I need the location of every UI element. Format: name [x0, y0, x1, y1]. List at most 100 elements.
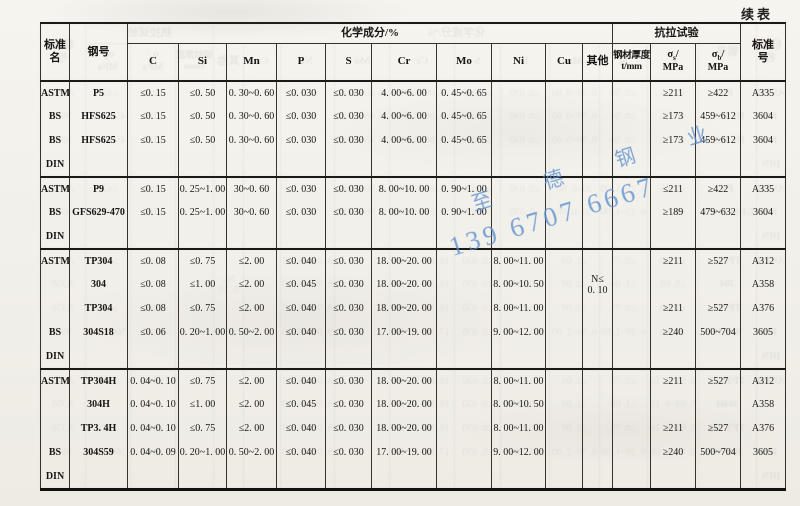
steel-standards-table: 标准 名钢号 化学成分/% 抗拉试验 标准 号 C Si Mn P S Cr Mo Ni Cu 其他 钢材厚…: [40, 22, 786, 491]
table-cell: [612, 176, 651, 201]
table-row: ASTM P5 ≤0. 15 ≤0. 50 0. 30~0. 60 ≤0. 030 ≤0. …: [40, 80, 786, 105]
header-element: S: [325, 42, 372, 82]
table-cell: 18. 00~20. 00: [371, 297, 437, 321]
table-cell: [371, 225, 437, 249]
header-element: 其他: [582, 42, 613, 82]
continued-table-label: 续表: [741, 7, 774, 22]
table-cell: 479~632: [695, 201, 741, 225]
cell-standard-org: ASTM: [40, 176, 70, 201]
table-cell: [127, 465, 179, 489]
header-standard-number: 标准 号: [740, 22, 786, 82]
table-cell: ≤211: [650, 176, 696, 201]
table-cell: [612, 417, 651, 441]
table-cell: [545, 368, 583, 393]
cell-steel-grade: TP304H: [69, 368, 128, 393]
table-cell: 17. 00~19. 00: [371, 321, 437, 345]
table-cell: [436, 273, 492, 297]
table-cell: [545, 153, 583, 177]
cell-standard-org: ASTM: [40, 368, 70, 393]
table-cell: 0. 50~2. 00: [226, 321, 277, 345]
table-row: ASTM TP304H 0. 04~0. 10 ≤0. 75 ≤2. 00 ≤0. 040…: [40, 368, 786, 393]
header-chemical-composition: 化学成分/%: [127, 22, 613, 44]
table-cell: [612, 273, 651, 297]
table-cell: ≥527: [695, 417, 741, 441]
header-tensile-test: 抗拉试验: [612, 22, 741, 44]
table-cell: [545, 465, 583, 489]
table-cell: ≤0. 030: [325, 176, 372, 201]
cell-standard-org: [40, 297, 70, 321]
table-cell: [695, 225, 741, 249]
table-cell: ≥240: [650, 441, 696, 465]
header-element: C: [127, 42, 179, 82]
table-cell: [491, 201, 546, 225]
table-cell: 4. 00~6. 00: [371, 129, 437, 153]
table-cell: [650, 465, 696, 489]
table-cell: 0. 04~0. 10: [127, 368, 179, 393]
cell-standard-org: ASTM: [40, 248, 70, 273]
table-cell: 8. 00~10. 00: [371, 176, 437, 201]
table-cell: 30~0. 60: [226, 201, 277, 225]
cell-standard-number: A312: [740, 248, 786, 273]
table-cell: [325, 465, 372, 489]
table-cell: [178, 465, 227, 489]
header-element: Mo: [436, 42, 492, 82]
table-cell: [178, 225, 227, 249]
cell-standard-org: BS: [40, 441, 70, 465]
table-cell: [650, 225, 696, 249]
cell-steel-grade: [69, 465, 128, 489]
table-cell: 9. 00~12. 00: [491, 321, 546, 345]
table-cell: ≤0. 030: [325, 273, 372, 297]
table-cell: [371, 465, 437, 489]
table-cell: [612, 368, 651, 393]
header-element: Cu: [545, 42, 583, 82]
table-cell: [612, 248, 651, 273]
table-cell: [436, 321, 492, 345]
cell-standard-org: BS: [40, 129, 70, 153]
table-cell: ≤1. 00: [178, 273, 227, 297]
table-cell: ≤0. 045: [276, 273, 326, 297]
table-cell: ≤0. 040: [276, 248, 326, 273]
table-cell: 0. 30~0. 60: [226, 80, 277, 105]
table-cell: [545, 297, 583, 321]
table-cell: [491, 176, 546, 201]
table-cell: [325, 153, 372, 177]
table-cell: ≤0. 030: [325, 441, 372, 465]
cell-standard-number: 3604: [740, 105, 786, 129]
table-cell: [612, 201, 651, 225]
table-cell: [127, 225, 179, 249]
table-cell: ≥211: [650, 368, 696, 393]
table-cell: [491, 80, 546, 105]
cell-steel-grade: [69, 225, 128, 249]
table-cell: [325, 225, 372, 249]
table-cell: [695, 345, 741, 369]
table-cell: [612, 80, 651, 105]
header-element: P: [276, 42, 326, 82]
table-cell: 0. 04~0. 10: [127, 393, 179, 417]
table-cell: ≤0. 15: [127, 176, 179, 201]
table-cell: [650, 273, 696, 297]
table-cell: 8. 00~10. 50: [491, 393, 546, 417]
cell-standard-org: DIN: [40, 225, 70, 249]
header-element: Mn: [226, 42, 277, 82]
table-cell: [226, 225, 277, 249]
header-element: Cr: [371, 42, 437, 82]
table-cell: ≤0. 75: [178, 248, 227, 273]
table-cell: ≥211: [650, 248, 696, 273]
cell-steel-grade: [69, 345, 128, 369]
table-cell: ≤0. 030: [276, 201, 326, 225]
table-cell: [127, 345, 179, 369]
cell-standard-number: A335: [740, 176, 786, 201]
table-cell: [582, 321, 613, 345]
table-cell: 18. 00~20. 00: [371, 417, 437, 441]
table-cell: [545, 129, 583, 153]
table-cell: [178, 345, 227, 369]
table-cell: ≥422: [695, 80, 741, 105]
table-cell: [650, 345, 696, 369]
table-cell: 18. 00~20. 00: [371, 248, 437, 273]
table-cell: ≤0. 030: [325, 129, 372, 153]
table-cell: 17. 00~19. 00: [371, 441, 437, 465]
table-header: 标准 名钢号 化学成分/% 抗拉试验 标准 号 C Si Mn P S Cr Mo Ni Cu 其他 钢材厚…: [40, 22, 786, 82]
table-cell: [612, 345, 651, 369]
cell-standard-number: A376: [740, 417, 786, 441]
table-cell: ≤0. 030: [325, 321, 372, 345]
